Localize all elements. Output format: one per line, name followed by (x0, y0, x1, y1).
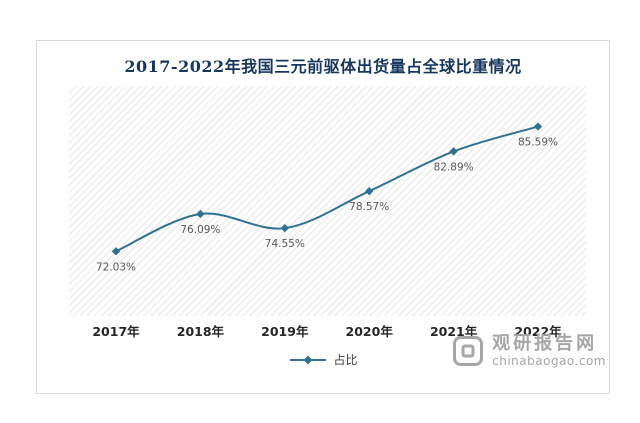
chart-title: 2017-2022年我国三元前驱体出货量占全球比重情况 (124, 57, 522, 76)
value-label: 85.59% (518, 137, 558, 149)
data-point-marker (280, 223, 289, 233)
value-label: 72.03% (96, 261, 136, 273)
value-label: 74.55% (265, 238, 305, 250)
plot-area: 72.03% 76.09% 74.55% 78.57% 82.89% 85.59% (69, 86, 586, 316)
data-point-marker (111, 247, 121, 256)
legend-label: 占比 (333, 353, 358, 367)
watermark-domain: chinabaogao.com (492, 353, 606, 368)
series-line (115, 125, 539, 253)
x-axis-label: 2022年 (514, 324, 562, 339)
x-axis-label: 2019年 (261, 324, 309, 339)
legend: 占比 (37, 351, 609, 368)
data-point-marker (449, 147, 458, 156)
value-label: 78.57% (349, 201, 389, 213)
legend-line-marker-icon (290, 355, 327, 364)
x-axis-label: 2017年 (92, 324, 140, 339)
value-label: 82.89% (434, 161, 474, 173)
watermark-name: 观研报告网 (492, 333, 598, 354)
data-point-marker (365, 186, 374, 196)
chart-card: 2017-2022年我国三元前驱体出货量占全球比重情况 72.03% 76.09%… (36, 40, 610, 394)
x-axis: 2017年 2018年 2019年 2020年 2021年 2022年 (37, 321, 609, 339)
data-point-marker (196, 209, 205, 219)
x-axis-label: 2020年 (345, 324, 393, 339)
x-axis-label: 2021年 (429, 324, 478, 339)
line-chart: 72.03% 76.09% 74.55% 78.57% 82.89% 85.59% (96, 122, 558, 273)
data-point-marker (533, 122, 543, 131)
x-axis-label: 2018年 (176, 324, 225, 339)
value-label: 76.09% (180, 224, 220, 236)
watermark: 观研报告网 chinabaogao.com (452, 333, 606, 368)
watermark-text: 观研报告网 chinabaogao.com (492, 333, 606, 368)
chinabaogao-logo-icon (453, 336, 484, 367)
